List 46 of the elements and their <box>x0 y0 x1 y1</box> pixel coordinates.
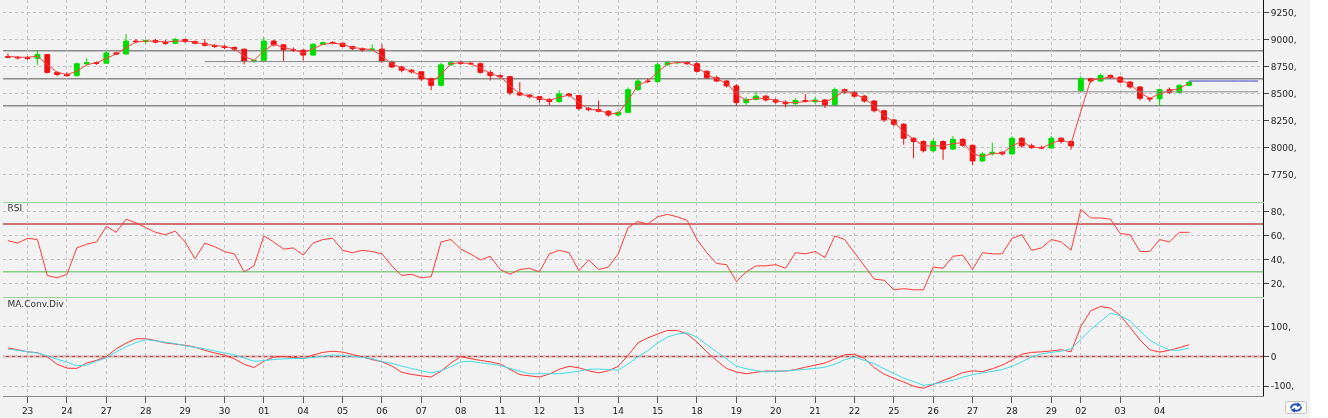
y-tick-label: 60, <box>1270 231 1286 242</box>
x-tick-label: 13 <box>573 405 585 416</box>
y-tick-label: 9250, <box>1270 8 1297 19</box>
y-tick-label: 8000, <box>1270 143 1297 154</box>
x-tick-label: 19 <box>730 405 743 416</box>
x-tick-label: 12 <box>533 405 546 416</box>
x-tick-label: 04 <box>297 405 310 416</box>
x-tick-label: 06 <box>376 405 388 416</box>
y-tick-label: 100, <box>1270 322 1291 333</box>
x-tick-label: 28 <box>1006 405 1018 416</box>
y-tick-label: 7750, <box>1270 170 1297 181</box>
x-tick-label: 24 <box>61 405 73 416</box>
x-tick-label: 29 <box>179 405 192 416</box>
x-tick-label: 22 <box>848 405 861 416</box>
y-tick-label: 20, <box>1270 278 1286 289</box>
x-tick-label: 23 <box>21 405 34 416</box>
x-tick-label: 20 <box>770 405 782 416</box>
y-tick-label: -100, <box>1270 381 1295 392</box>
y-tick-label: 8750, <box>1270 62 1297 73</box>
y-tick-label: 40, <box>1270 255 1286 266</box>
y-tick-label: 8250, <box>1270 116 1297 127</box>
x-tick-label: 26 <box>927 405 940 416</box>
x-tick-label: 15 <box>651 405 664 416</box>
x-tick-label: 07 <box>415 405 428 416</box>
chart-title: RSI <box>7 203 23 214</box>
x-tick-label: 21 <box>809 405 821 416</box>
x-tick-label: 11 <box>494 405 506 416</box>
x-tick-label: 04 <box>1153 405 1166 416</box>
x-tick-label: 18 <box>691 405 703 416</box>
chart-title: MA.Conv.Div <box>7 299 65 310</box>
x-tick-label: 30 <box>218 405 231 416</box>
x-tick-label: 02 <box>1075 405 1087 416</box>
x-tick-label: 05 <box>336 405 349 416</box>
x-tick-label: 25 <box>888 405 900 416</box>
x-tick-label: 29 <box>1045 405 1058 416</box>
x-tick-label: 27 <box>100 405 113 416</box>
x-tick-label: 27 <box>966 405 979 416</box>
x-tick-label: 28 <box>140 405 152 416</box>
x-tick-label: 14 <box>612 405 625 416</box>
y-tick-label: 80, <box>1270 207 1286 218</box>
x-tick-label: 01 <box>258 405 270 416</box>
y-tick-label: 9000, <box>1270 35 1297 46</box>
y-tick-label: 0 <box>1270 351 1277 362</box>
x-tick-label: 03 <box>1114 405 1126 416</box>
y-tick-label: 8500, <box>1270 89 1297 100</box>
x-tick-label: 08 <box>455 405 467 416</box>
